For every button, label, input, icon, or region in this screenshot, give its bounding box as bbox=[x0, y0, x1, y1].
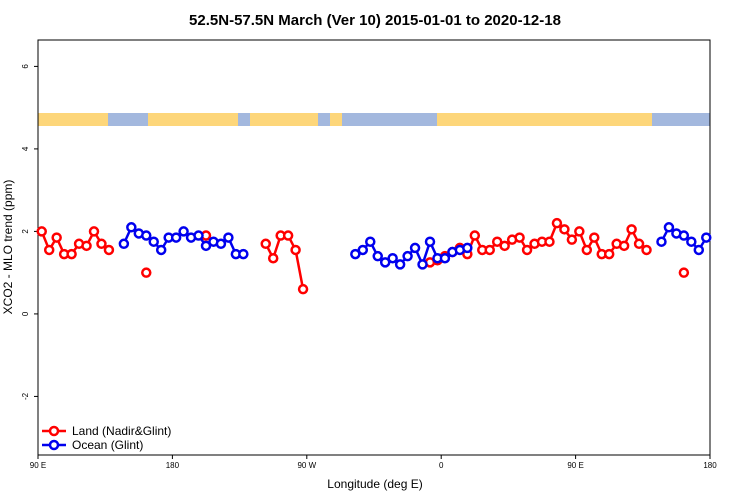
point bbox=[462, 242, 473, 254]
point bbox=[118, 238, 130, 250]
x-tick-label: 90 E bbox=[567, 461, 583, 470]
x-tick-label: 90 W bbox=[297, 461, 316, 470]
point bbox=[484, 244, 495, 256]
plot-frame bbox=[37, 39, 711, 456]
point bbox=[701, 232, 712, 243]
point bbox=[267, 252, 279, 264]
point bbox=[603, 248, 615, 260]
point bbox=[51, 232, 62, 243]
point bbox=[155, 244, 167, 256]
point bbox=[282, 230, 294, 241]
point bbox=[223, 232, 234, 243]
point bbox=[126, 222, 137, 233]
x-tick-label: 180 bbox=[703, 461, 717, 470]
point bbox=[402, 250, 413, 262]
x-axis-label: Longitude (deg E) bbox=[327, 477, 422, 491]
legend-swatch-marker bbox=[48, 425, 60, 437]
point bbox=[260, 238, 271, 250]
chart-title: 52.5N-57.5N March (Ver 10) 2015-01-01 to… bbox=[189, 12, 561, 29]
point bbox=[66, 248, 77, 260]
legend-swatch-marker bbox=[48, 439, 60, 451]
point bbox=[178, 226, 189, 237]
point bbox=[394, 259, 406, 270]
point bbox=[618, 240, 630, 252]
point bbox=[141, 267, 152, 278]
x-tick-label: 90 E bbox=[30, 461, 46, 470]
point bbox=[357, 244, 369, 256]
point bbox=[589, 232, 600, 243]
point bbox=[663, 222, 675, 233]
point bbox=[193, 230, 204, 241]
point bbox=[678, 267, 690, 278]
point bbox=[559, 224, 570, 235]
point bbox=[350, 248, 361, 260]
point bbox=[491, 236, 503, 247]
point bbox=[200, 240, 212, 252]
point bbox=[409, 242, 421, 254]
point bbox=[641, 244, 652, 256]
point bbox=[544, 236, 555, 247]
point bbox=[514, 232, 525, 243]
point bbox=[551, 217, 563, 229]
point bbox=[290, 244, 301, 256]
point bbox=[633, 238, 645, 250]
y-tick-label: 4 bbox=[21, 146, 30, 151]
y-axis-label: XCO2 - MLO trend (ppm) bbox=[1, 180, 15, 315]
point bbox=[678, 230, 690, 241]
point bbox=[141, 230, 152, 241]
legend-label: Ocean (Glint) bbox=[72, 438, 143, 452]
legend: Land (Nadir&Glint)Ocean (Glint) bbox=[42, 424, 171, 452]
x-tick-label: 180 bbox=[166, 461, 180, 470]
y-tick-label: -2 bbox=[21, 392, 30, 400]
point bbox=[581, 244, 593, 256]
point bbox=[43, 244, 55, 256]
point bbox=[297, 283, 309, 295]
x-tick-label: 0 bbox=[439, 461, 444, 470]
point bbox=[36, 226, 47, 237]
point bbox=[417, 259, 428, 270]
point bbox=[469, 230, 481, 241]
point bbox=[387, 252, 398, 264]
point bbox=[215, 238, 227, 250]
point bbox=[424, 236, 436, 247]
point bbox=[238, 248, 249, 260]
point bbox=[686, 236, 697, 247]
y-tick-label: 6 bbox=[21, 64, 30, 69]
legend-label: Land (Nadir&Glint) bbox=[72, 424, 171, 438]
point bbox=[379, 257, 391, 268]
point bbox=[499, 240, 510, 252]
point bbox=[103, 244, 115, 256]
point bbox=[626, 224, 637, 235]
point bbox=[574, 226, 585, 237]
point bbox=[88, 226, 100, 237]
point bbox=[372, 250, 383, 262]
point bbox=[148, 236, 159, 247]
point bbox=[693, 244, 705, 256]
land-mask-strip bbox=[38, 113, 710, 126]
point bbox=[170, 232, 182, 243]
point bbox=[96, 238, 107, 250]
point bbox=[521, 244, 533, 256]
point bbox=[566, 234, 578, 245]
y-tick-label: 2 bbox=[21, 229, 30, 234]
point bbox=[81, 240, 92, 252]
point bbox=[656, 236, 667, 247]
point bbox=[365, 236, 376, 247]
point bbox=[439, 252, 451, 264]
y-tick-label: 0 bbox=[21, 311, 30, 316]
